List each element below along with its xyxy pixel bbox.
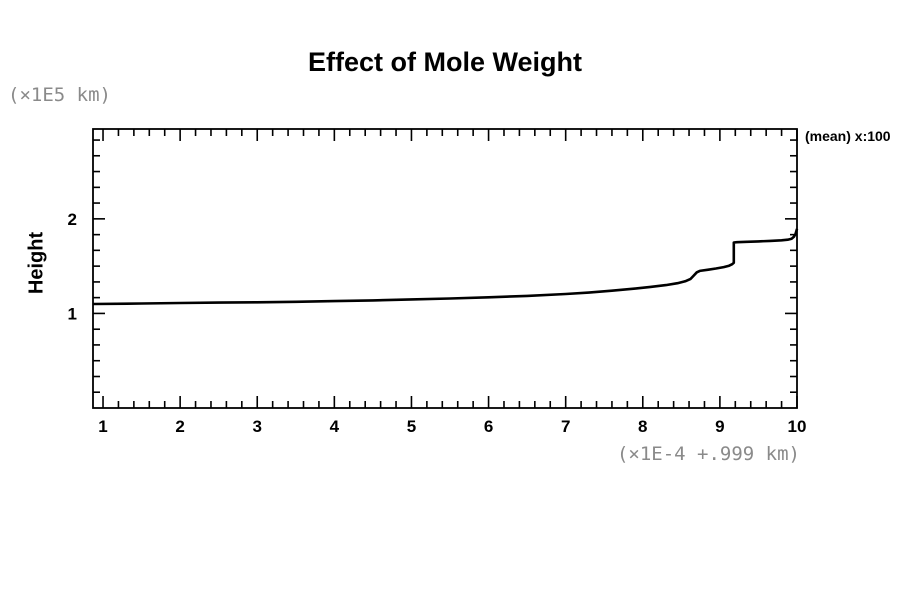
plot-frame xyxy=(92,128,798,409)
y-tick-label: 2 xyxy=(68,210,77,229)
x-tick-label: 1 xyxy=(98,417,107,436)
x-tick-label: 10 xyxy=(788,417,807,436)
data-curve xyxy=(92,228,799,306)
x-tick-label: 5 xyxy=(407,417,416,436)
x-tick-label: 2 xyxy=(175,417,184,436)
x-tick-label: 8 xyxy=(638,417,647,436)
x-tick-label: 9 xyxy=(715,417,724,436)
x-axis-unit-label: (×1E-4 +.999 km) xyxy=(616,443,800,465)
y-tick-label: 1 xyxy=(68,304,77,323)
x-tick-label: 6 xyxy=(484,417,493,436)
x-tick-label: 3 xyxy=(253,417,262,436)
x-tick-label: 4 xyxy=(330,417,340,436)
chart-title: Effect of Mole Weight xyxy=(308,47,582,77)
y-axis-unit-label: (×1E5 km) xyxy=(8,84,111,106)
mean-annotation: (mean) x:100 xyxy=(805,128,891,144)
x-tick-label: 7 xyxy=(561,417,570,436)
